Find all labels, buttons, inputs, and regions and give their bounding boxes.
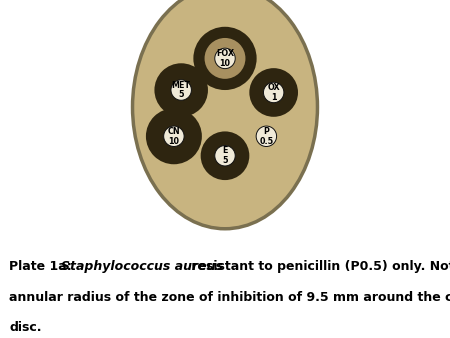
- Circle shape: [215, 146, 235, 166]
- Text: Plate 1a:: Plate 1a:: [9, 260, 81, 273]
- Circle shape: [263, 82, 284, 103]
- Text: disc.: disc.: [9, 321, 41, 334]
- Circle shape: [146, 108, 202, 164]
- Ellipse shape: [132, 0, 318, 229]
- Circle shape: [171, 80, 191, 100]
- Circle shape: [201, 131, 249, 180]
- Text: FOX
10: FOX 10: [216, 49, 234, 68]
- Circle shape: [194, 27, 256, 90]
- Text: E
5: E 5: [222, 146, 228, 165]
- Text: OX
1: OX 1: [267, 83, 280, 102]
- Circle shape: [249, 68, 298, 117]
- Text: Staphylococcus aureus: Staphylococcus aureus: [61, 260, 223, 273]
- Circle shape: [154, 63, 208, 117]
- Text: resistant to penicillin (P0.5) only. Note the: resistant to penicillin (P0.5) only. Not…: [187, 260, 450, 273]
- Circle shape: [256, 126, 277, 146]
- Circle shape: [164, 126, 184, 146]
- Text: CN
10: CN 10: [167, 127, 180, 146]
- Circle shape: [205, 38, 245, 79]
- Text: MET
5: MET 5: [172, 81, 191, 99]
- Text: annular radius of the zone of inhibition of 9.5 mm around the cefoxitin (FOX 10): annular radius of the zone of inhibition…: [9, 291, 450, 304]
- Circle shape: [215, 48, 235, 69]
- Text: P
0.5: P 0.5: [259, 127, 274, 146]
